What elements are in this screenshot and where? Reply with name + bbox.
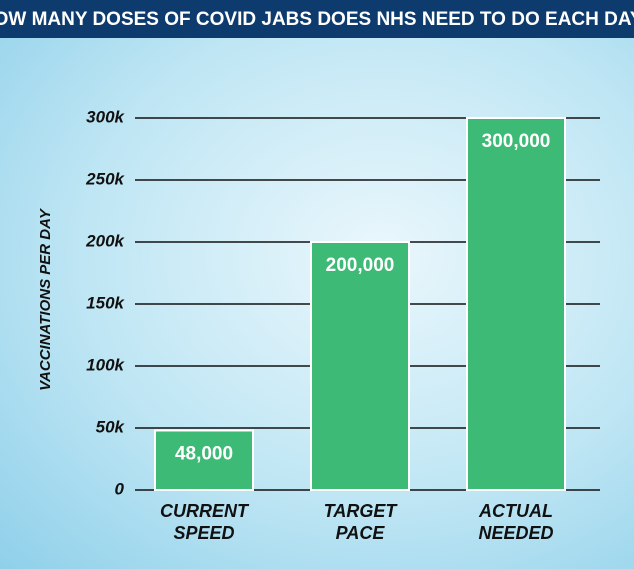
- y-tick-label: 100k: [86, 355, 125, 374]
- value-label: 200,000: [326, 255, 395, 276]
- y-tick-label: 300k: [86, 107, 125, 126]
- y-tick-label: 50k: [96, 417, 126, 436]
- y-tick-label: 0: [115, 479, 125, 498]
- value-label: 48,000: [175, 443, 233, 464]
- chart-title: HOW MANY DOSES OF COVID JABS DOES NHS NE…: [0, 9, 634, 30]
- bar: [154, 429, 254, 492]
- y-tick-label: 250k: [85, 169, 125, 188]
- y-tick-label: 200k: [85, 231, 125, 250]
- value-label: 300,000: [482, 131, 551, 152]
- bar: [310, 241, 410, 491]
- x-tick-label: CURRENT SPEED: [160, 501, 248, 543]
- title-band: [0, 0, 634, 38]
- y-tick-label: 150k: [86, 293, 125, 312]
- x-tick-label: ACTUAL NEEDED: [478, 501, 554, 543]
- y-axis-label: VACCINATIONS PER DAY: [37, 207, 54, 391]
- x-tick-label: TARGET PACE: [323, 501, 397, 543]
- bar: [466, 117, 566, 491]
